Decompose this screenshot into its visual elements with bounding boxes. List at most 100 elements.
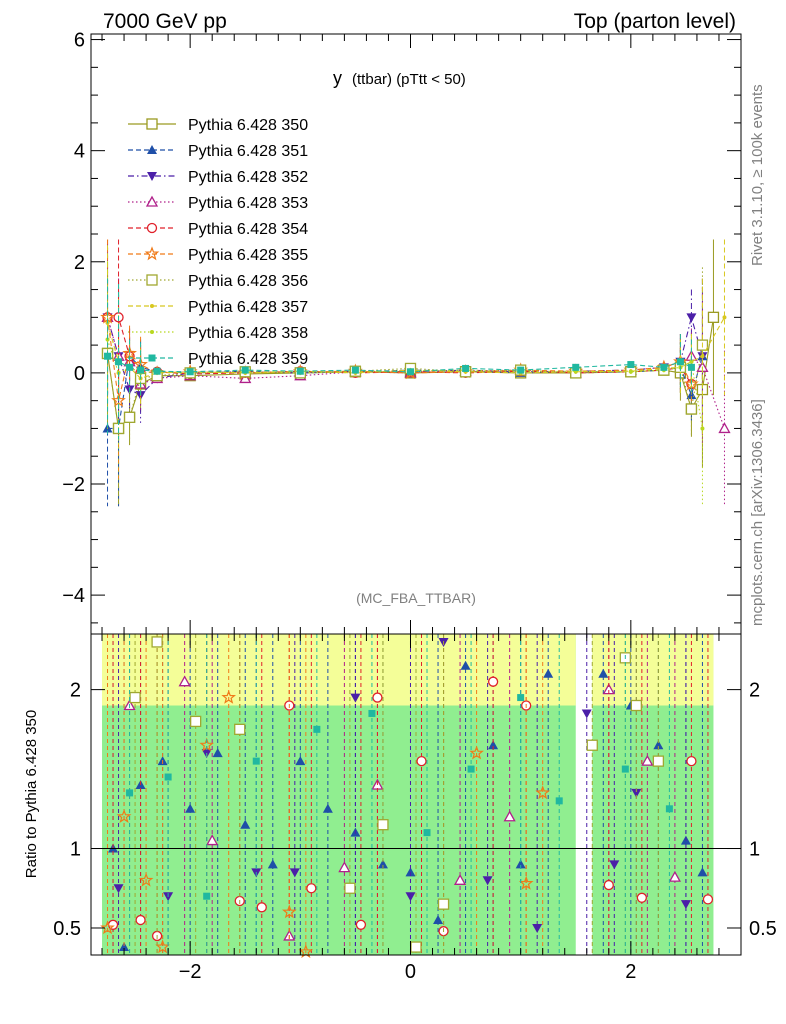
legend-entry: Pythia 6.428 353 bbox=[128, 195, 308, 212]
plot-title: y (ttbar) (pTtt < 50) bbox=[333, 68, 466, 88]
ratio-point bbox=[686, 755, 697, 767]
header-right-label: Top (parton level) bbox=[574, 10, 736, 33]
ratio-point bbox=[702, 894, 714, 905]
main-series-group bbox=[100, 239, 731, 507]
series-point bbox=[351, 366, 359, 374]
series-point bbox=[186, 368, 194, 376]
legend-marker bbox=[147, 145, 157, 154]
ratio-y-tick-label-right: 1 bbox=[749, 839, 760, 861]
ratio-point bbox=[460, 660, 471, 670]
ratio-point bbox=[295, 756, 306, 766]
ratio-point bbox=[377, 819, 389, 831]
series-point bbox=[105, 337, 110, 342]
ratio-point bbox=[641, 754, 654, 766]
x-tick-label: −2 bbox=[179, 961, 202, 983]
ratio-point bbox=[350, 693, 361, 703]
series-point bbox=[137, 366, 145, 374]
ratio-point bbox=[405, 892, 416, 902]
ratio-point bbox=[368, 709, 376, 717]
series-point bbox=[628, 369, 633, 374]
ratio-point bbox=[221, 689, 237, 704]
legend-entry: Pythia 6.428 352 bbox=[128, 169, 308, 186]
mcplots-label: mcplots.cern.ch [arXiv:1306.3436] bbox=[749, 399, 766, 626]
ratio-point bbox=[636, 892, 647, 903]
ratio-point bbox=[151, 636, 163, 648]
ratio-point bbox=[586, 739, 598, 751]
legend-label: Pythia 6.428 356 bbox=[188, 273, 308, 290]
ratio-point bbox=[355, 919, 367, 930]
ratio-y-tick-label-right: 2 bbox=[749, 680, 760, 702]
ratio-point bbox=[289, 868, 300, 878]
rivet-label: Rivet 3.1.10, ≥ 100k events bbox=[749, 84, 766, 266]
legend-marker bbox=[147, 172, 157, 181]
legend-marker bbox=[145, 195, 159, 207]
ratio-point bbox=[423, 829, 431, 837]
series-point bbox=[104, 352, 112, 360]
legend-label: Pythia 6.428 357 bbox=[188, 299, 308, 316]
ratio-point bbox=[535, 785, 551, 800]
legend: Pythia 6.428 350 Pythia 6.428 351 Pythia 6… bbox=[128, 117, 308, 368]
ratio-point bbox=[433, 915, 444, 925]
ratio-point bbox=[437, 898, 450, 910]
ratio-point bbox=[598, 668, 609, 678]
ratio-point bbox=[190, 715, 202, 728]
legend-entry: Pythia 6.428 359 bbox=[128, 351, 308, 368]
ratio-point bbox=[405, 867, 416, 877]
ratio-point bbox=[281, 904, 297, 919]
ratio-point bbox=[135, 914, 146, 926]
legend-marker bbox=[146, 118, 158, 130]
ratio-point bbox=[532, 923, 543, 933]
y-tick-label: 6 bbox=[74, 30, 85, 52]
ratio-point bbox=[206, 834, 219, 846]
header-left-label: 7000 GeV pp bbox=[103, 10, 227, 33]
series-point bbox=[153, 367, 161, 375]
ratio-plot-frame bbox=[90, 633, 742, 956]
ratio-point bbox=[252, 757, 260, 765]
plot-title-main: y bbox=[333, 68, 342, 88]
x-tick-label: 2 bbox=[625, 961, 636, 983]
ratio-point bbox=[410, 941, 422, 953]
series-point bbox=[707, 311, 720, 323]
legend-entry: Pythia 6.428 355 bbox=[128, 246, 308, 264]
series-point bbox=[517, 366, 525, 374]
ratio-point bbox=[487, 676, 499, 687]
axes-group: −4 −2 0 2 4 6 0.5 0.5 1 1 2 2 −2 0 2 bbox=[53, 30, 777, 983]
ratio-point bbox=[469, 745, 484, 760]
ratio-point bbox=[555, 797, 563, 805]
ratio-point bbox=[543, 668, 554, 678]
legend-marker bbox=[144, 246, 160, 261]
ratio-point bbox=[185, 803, 196, 813]
ratio-point bbox=[631, 788, 642, 798]
ratio-point bbox=[344, 882, 356, 894]
series-point bbox=[718, 422, 731, 434]
ratio-series-group bbox=[91, 634, 741, 959]
series-line bbox=[106, 345, 703, 430]
ratio-point bbox=[164, 773, 172, 781]
ratio-series-6 bbox=[126, 634, 673, 955]
legend-marker bbox=[146, 222, 158, 234]
ratio-point bbox=[234, 723, 246, 735]
series-point bbox=[296, 367, 304, 375]
ratio-point bbox=[515, 859, 526, 869]
ratio-point bbox=[603, 879, 614, 891]
series-point bbox=[685, 403, 698, 415]
ratio-point bbox=[680, 900, 691, 910]
series-point bbox=[572, 363, 580, 371]
series-point bbox=[406, 368, 414, 376]
ratio-point bbox=[697, 867, 708, 877]
ratio-point bbox=[665, 805, 673, 813]
ratio-point bbox=[488, 740, 499, 750]
legend-label: Pythia 6.428 354 bbox=[188, 221, 308, 238]
ratio-y-tick-label-right: 0.5 bbox=[749, 918, 777, 940]
analysis-watermark: (MC_FBA_TTBAR) bbox=[356, 590, 476, 606]
legend-label: Pythia 6.428 353 bbox=[188, 195, 308, 212]
ratio-point bbox=[138, 872, 154, 887]
series-point bbox=[689, 359, 694, 364]
ratio-point bbox=[581, 709, 592, 719]
y-tick-label: 4 bbox=[74, 141, 85, 163]
ratio-point bbox=[416, 755, 427, 767]
ratio-point bbox=[298, 944, 314, 959]
legend-label: Pythia 6.428 359 bbox=[188, 351, 308, 368]
x-tick-label: 0 bbox=[405, 961, 416, 983]
y-tick-label: 0 bbox=[74, 363, 85, 385]
